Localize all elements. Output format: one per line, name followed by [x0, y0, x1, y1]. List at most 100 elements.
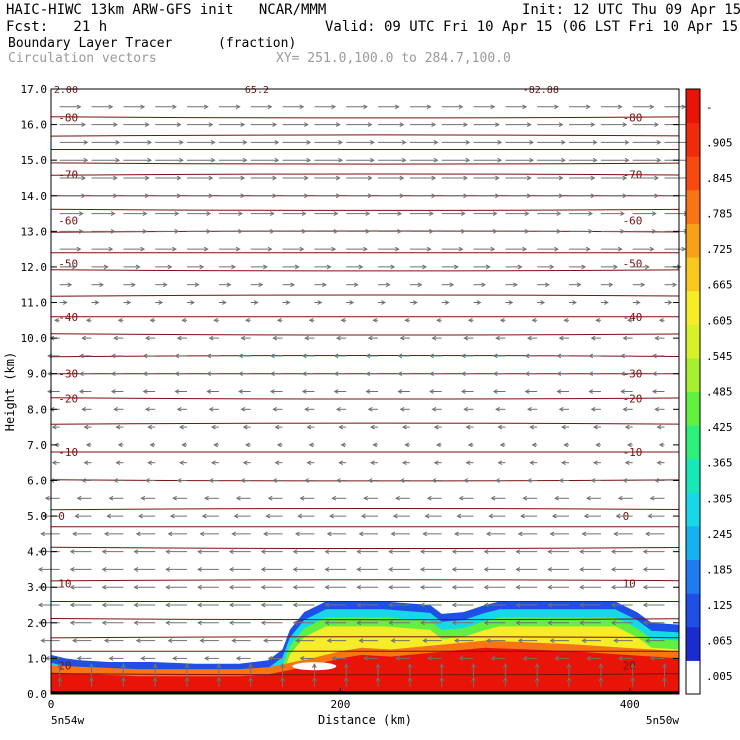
wind-vector-head: [115, 140, 121, 145]
temperature-label: -40: [623, 311, 643, 324]
wind-vector-head: [147, 157, 153, 163]
temperature-label: -80: [58, 111, 78, 124]
wind-vector-head: [365, 228, 371, 234]
wind-vector-head: [547, 549, 553, 555]
wind-vector-head: [113, 193, 118, 199]
wind-vector-head: [276, 442, 282, 448]
wind-vector-head: [40, 531, 46, 537]
wind-vector-head: [610, 620, 616, 626]
wind-vector-head: [174, 371, 180, 377]
wind-vector-head: [274, 460, 280, 466]
wind-vector-head: [463, 406, 469, 412]
wind-vector-head: [292, 549, 298, 555]
wind-vector-head: [388, 549, 393, 555]
temperature-label: -20: [623, 393, 643, 406]
wind-vector-head: [483, 584, 489, 590]
wind-vector-head: [620, 353, 625, 359]
wind-vector-head: [561, 460, 566, 466]
wind-vector-head: [395, 656, 400, 661]
valid-time: Valid: 09 UTC Fri 10 Apr 15 (06 LST Fri …: [325, 19, 740, 35]
wind-vector-head: [534, 663, 540, 668]
wind-vector-head: [363, 246, 368, 252]
wind-vector-head: [199, 638, 205, 643]
wind-vector-head: [647, 513, 653, 519]
wind-vector-head: [524, 228, 530, 234]
wind-vector-head: [460, 211, 466, 216]
colorbar-swatch: [686, 492, 700, 527]
wind-vector-head: [497, 157, 503, 163]
wind-vector-head: [572, 300, 577, 305]
wind-vector-head: [397, 228, 403, 234]
wind-vector-head: [199, 531, 205, 537]
wind-vector-head: [272, 406, 278, 412]
wind-vector-head: [83, 140, 89, 145]
wind-vector-head: [37, 602, 43, 608]
terrain-surface: [51, 691, 679, 694]
wind-vector-head: [649, 104, 655, 110]
wind-vector-head: [492, 211, 498, 216]
theta-contour: [50, 333, 680, 336]
wind-vector-head: [245, 317, 250, 323]
theta-contour: [50, 673, 680, 676]
wind-vector-head: [502, 676, 508, 682]
wind-vector-head: [260, 620, 266, 626]
wind-vector-head: [471, 676, 476, 682]
wind-vector-head: [304, 478, 309, 483]
wind-vector-head: [204, 495, 209, 501]
wind-vector-head: [558, 478, 564, 483]
wind-vector-head: [640, 282, 646, 288]
wind-vector-head: [78, 353, 84, 359]
wind-vector-head: [110, 353, 116, 359]
wind-vector-head: [335, 122, 341, 127]
wind-vector-head: [242, 460, 248, 466]
wind-vector-head: [324, 549, 330, 555]
wind-vector-head: [274, 424, 280, 430]
wind-vector-head: [367, 193, 373, 199]
wind-vector-head: [349, 300, 355, 305]
wind-vector-head: [133, 549, 139, 555]
wind-vector-head: [51, 424, 57, 430]
wind-vector-head: [615, 513, 621, 519]
wind-vector-head: [169, 513, 175, 519]
wind-vector-head: [142, 371, 148, 377]
wind-vector-head: [172, 656, 177, 661]
plot-area: [51, 89, 679, 694]
colorbar-swatch: [686, 391, 700, 426]
wind-vector-head: [276, 317, 282, 323]
x-tick-label: 400: [620, 698, 640, 711]
wind-vector-head: [431, 406, 437, 412]
wind-vector-head: [267, 104, 273, 110]
wind-vector-head: [642, 620, 648, 626]
wind-vector-head: [240, 406, 246, 412]
wind-vector-head: [69, 602, 75, 608]
wind-vector-head: [85, 317, 91, 323]
wind-vector-head: [147, 140, 153, 145]
top-label: 2.00: [54, 85, 78, 96]
wind-vector-head: [656, 424, 662, 430]
wind-vector-head: [624, 157, 630, 163]
wind-vector-head: [103, 638, 109, 643]
wind-vector-head: [485, 638, 491, 643]
wind-vector-head: [133, 567, 139, 572]
wind-vector-head: [404, 442, 410, 448]
wind-vector-head: [590, 335, 596, 341]
wind-vector-head: [85, 442, 91, 448]
wind-vector-head: [172, 246, 177, 252]
wind-vector-head: [561, 157, 566, 163]
wind-vector-head: [431, 193, 437, 199]
wind-vector-head: [598, 676, 604, 682]
wind-vector-head: [144, 193, 150, 199]
x-tick-label: 0: [48, 698, 55, 711]
wind-vector-head: [83, 460, 89, 466]
wind-vector-head: [394, 104, 400, 110]
wind-vector-head: [654, 175, 660, 181]
wind-vector-head: [108, 656, 114, 661]
temperature-label: -50: [58, 257, 78, 270]
wind-vector-head: [429, 389, 434, 394]
wind-vector-head: [238, 389, 243, 394]
wind-vector-head: [110, 211, 116, 216]
wind-vector-head: [67, 282, 73, 288]
wind-vector-head: [306, 424, 312, 430]
wind-vector-head: [497, 140, 503, 145]
